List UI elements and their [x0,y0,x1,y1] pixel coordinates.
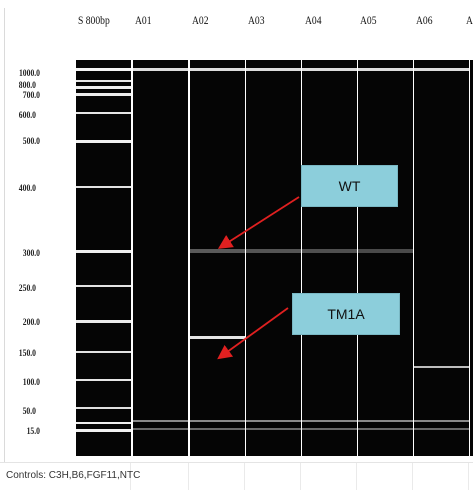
band-wt [246,249,301,253]
tm1a-callout: TM1A [292,293,400,335]
lane-header-a02: A02 [192,13,209,27]
ladder-band [76,250,131,253]
footer-divider [356,463,357,490]
ladder-band [76,407,131,409]
lane-a02 [190,60,245,456]
band-primer [190,420,245,422]
band-primer [246,420,301,422]
size-label-100: 100.0 [22,377,40,387]
ladder-band [76,351,131,353]
band-primer [302,428,357,430]
wt-callout: WT [301,165,398,207]
lane-partial [470,60,473,456]
band-primer [414,420,469,422]
band-1000 [302,68,357,71]
size-label-50: 50.0 [22,406,36,416]
band-1000 [190,68,245,71]
lane-a01 [133,60,188,456]
band-tm1a [190,336,245,339]
ladder-band [76,429,131,432]
ladder-band [76,320,131,323]
size-label-15: 15.0 [26,426,40,436]
controls-label: Controls: C3H,B6,FGF11,NTC [6,470,141,481]
ladder-band [76,422,131,424]
footer-divider [130,463,131,490]
gel-image: 1000.0 800.0 700.0 600.0 500.0 400.0 300… [4,8,473,462]
lane-header-ladder: S 800bp [78,13,110,27]
size-label-300: 300.0 [22,248,40,258]
size-label-400: 400.0 [18,183,36,193]
footer-divider [468,463,469,490]
lane-a06 [414,60,469,456]
lane-ladder [76,60,131,456]
lane-header-a06: A06 [416,13,433,27]
lane-header-a01: A01 [135,13,152,27]
band-primer [246,428,301,430]
lane-header-a03: A03 [248,13,265,27]
size-label-200: 200.0 [22,317,40,327]
size-label-800: 800.0 [18,80,36,90]
band-primer [302,420,357,422]
size-label-700: 700.0 [22,90,40,100]
lane-a03 [246,60,301,456]
band-primer [190,428,245,430]
size-label-150: 150.0 [18,348,36,358]
footer-divider [188,463,189,490]
band-wt [302,249,357,253]
lane-header-a04: A04 [305,13,322,27]
annotation-arrows [217,196,300,360]
band-wt [190,249,245,253]
frame-line [4,8,5,462]
wt-arrow [217,196,300,249]
lane-a05 [358,60,413,456]
band-1000 [358,68,413,71]
band-wt [358,249,413,253]
ladder-band [76,285,131,287]
size-label-600: 600.0 [18,110,36,120]
band-tm1a [414,366,469,368]
band-primer [358,428,413,430]
ladder-band [76,86,131,89]
band-primer [133,420,188,422]
size-label-1000: 1000.0 [18,68,40,78]
footer-divider [300,463,301,490]
ladder-band [76,68,131,71]
ladder-band [76,93,131,96]
tm1a-arrow [217,307,289,360]
band-1000 [133,68,188,71]
lane-header-partial: A [466,13,473,27]
band-primer [133,428,188,430]
band-1000 [246,68,301,71]
ladder-band [76,186,131,188]
footer-divider [412,463,413,490]
ladder-band [76,112,131,114]
size-label-500: 500.0 [22,136,40,146]
band-1000 [414,68,469,71]
ladder-band [76,140,131,143]
footer-divider [244,463,245,490]
size-label-250: 250.0 [18,283,36,293]
band-primer [414,428,469,430]
ladder-band [76,80,131,82]
footer-grid [0,462,473,490]
lane-a04 [302,60,357,456]
lane-header-a05: A05 [360,13,377,27]
ladder-band [76,379,131,381]
band-primer [358,420,413,422]
